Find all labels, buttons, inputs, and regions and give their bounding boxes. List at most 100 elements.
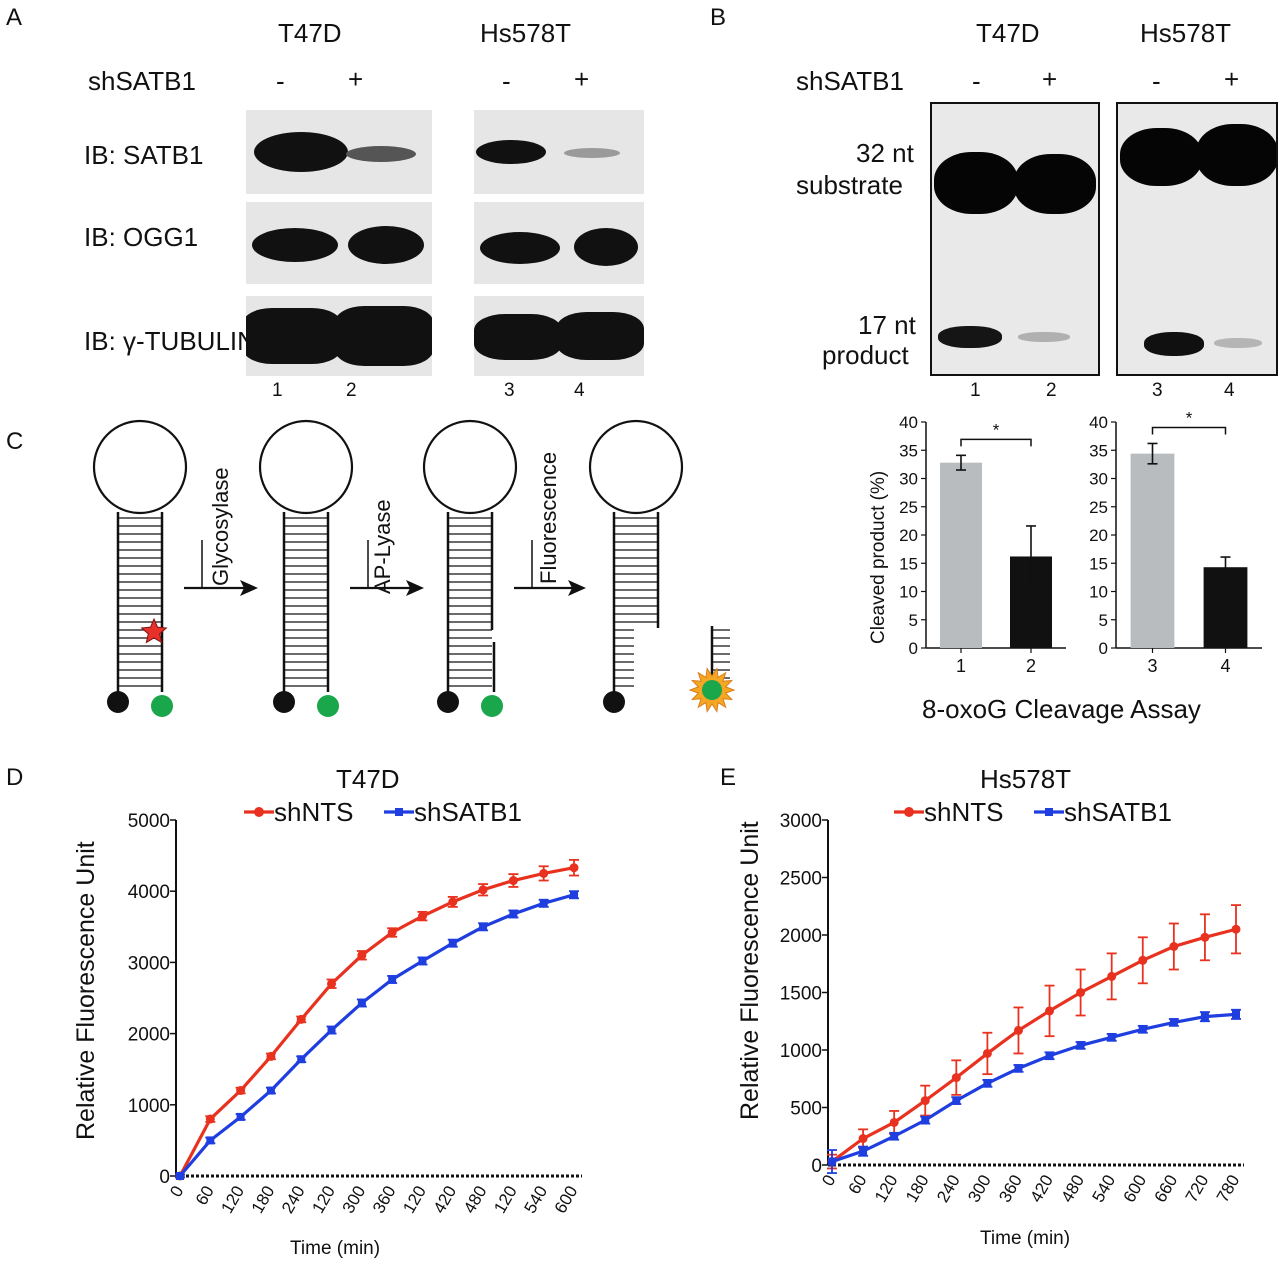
line-x-tick-label: 600	[551, 1183, 582, 1217]
hairpin-loop	[422, 419, 518, 515]
substrate-label-name: substrate	[796, 170, 903, 200]
series-point	[266, 1086, 275, 1095]
panel-c-letter: C	[6, 428, 24, 455]
line-x-tick-label: 120	[308, 1183, 339, 1217]
line-x-tick-label: 240	[933, 1172, 964, 1206]
series-point	[266, 1051, 276, 1061]
hairpin-loop	[92, 419, 188, 515]
line-chart-e: 0 500 1000 1500 2000 2500 3000 0 60 120 180 240 300 3…	[780, 807, 1244, 1206]
panel-e-letter: E	[720, 764, 737, 791]
series-point	[1138, 955, 1148, 965]
series-point	[1200, 1012, 1209, 1021]
series-point	[417, 911, 427, 921]
bar-y-tick-label: 0	[1099, 639, 1108, 658]
arrow-head	[568, 580, 586, 596]
bar-y-tick-label: 35	[899, 441, 918, 460]
bar-y-tick-label: 35	[1089, 441, 1108, 460]
series-point	[387, 927, 397, 937]
bar-y-tick-label: 0	[909, 639, 918, 658]
fluorescence-burst	[688, 667, 736, 713]
line-x-tick-label: 300	[339, 1183, 370, 1217]
line-y-tick-label: 5000	[128, 811, 170, 832]
fluorophore-dot	[317, 695, 339, 717]
panel-b-lane-4: 4	[1224, 380, 1235, 401]
panel-a-cellline-hs578t: Hs578T	[480, 18, 572, 48]
series-point	[1232, 1010, 1240, 1019]
arrow-head	[240, 580, 258, 596]
step-fluorescence: Fluorescence	[536, 451, 561, 584]
line-y-tick-label: 0	[811, 1156, 822, 1177]
chart-e-ylabel: Relative Fluorescence Unit	[736, 821, 764, 1120]
chart-e-title: Hs578T	[980, 764, 1072, 794]
series-point	[357, 998, 366, 1007]
series-point	[418, 956, 427, 965]
panel-b-lane-3: 3	[1152, 380, 1163, 401]
panel-a-letter: A	[6, 4, 23, 31]
line-x-tick-label: 360	[995, 1172, 1026, 1206]
fluorophore-dot	[481, 695, 503, 717]
series-line	[178, 893, 575, 1178]
panel-b-cellline-hs578t: Hs578T	[1140, 18, 1232, 48]
line-y-tick-label: 1500	[780, 984, 822, 1005]
panel-a-lane-2: 2	[346, 380, 357, 401]
series-point	[889, 1117, 899, 1127]
series-point	[1107, 971, 1117, 981]
series-point	[858, 1134, 868, 1144]
series-point	[175, 1171, 185, 1181]
series-point	[1200, 932, 1210, 942]
series-point	[1014, 1064, 1023, 1073]
legend-marker	[1045, 808, 1053, 816]
line-x-tick-label: 180	[902, 1172, 933, 1206]
line-x-tick-label: 600	[1120, 1172, 1151, 1206]
quencher-dot	[437, 691, 459, 713]
series-point	[327, 979, 337, 989]
panel-b-lane-2: 2	[1046, 380, 1057, 401]
series-point	[176, 1172, 184, 1180]
series-point	[570, 890, 578, 899]
panel-a-sign-2: +	[348, 64, 364, 94]
panel-b-lane-1: 1	[970, 380, 981, 401]
assay-diagram	[92, 419, 736, 717]
assay-title: 8-oxoG Cleavage Assay	[922, 694, 1201, 724]
line-y-tick-label: 1000	[780, 1041, 822, 1062]
series-point	[1169, 1018, 1178, 1027]
bar	[940, 462, 982, 648]
significance-star: *	[1186, 408, 1193, 427]
blot-ogg1-t47d	[246, 202, 432, 284]
panel-a-sign-4: +	[574, 64, 590, 94]
bar-y-tick-label: 30	[1089, 470, 1108, 489]
line-x-tick-label: 360	[369, 1183, 400, 1217]
released-fluorophore	[702, 680, 722, 700]
bar-y-tick-label: 10	[899, 583, 918, 602]
series-point	[1138, 1025, 1147, 1034]
line-x-tick-label: 720	[1182, 1172, 1213, 1206]
legend-d-shsatb1: shSATB1	[414, 797, 522, 827]
quencher-dot	[273, 691, 295, 713]
series-point	[1076, 988, 1086, 997]
substrate-label-size: 32 nt	[856, 138, 914, 168]
gel-t47d	[930, 102, 1100, 376]
series-line	[831, 927, 1237, 1163]
legend-d-shnts: shNTS	[274, 797, 354, 827]
series-point	[296, 1014, 306, 1024]
bar-y-tick-label: 25	[1089, 498, 1108, 517]
panel-b-shsatb1-label: shSATB1	[796, 66, 904, 96]
series-point	[236, 1086, 246, 1096]
panel-a-sign-1: -	[276, 66, 285, 96]
significance-bracket	[1151, 426, 1227, 435]
line-x-tick-label: 180	[248, 1183, 279, 1217]
line-x-tick-label: 420	[1026, 1172, 1057, 1206]
bar-y-tick-label: 10	[1089, 583, 1108, 602]
line-x-tick-label: 0	[166, 1183, 187, 1201]
panel-b-sign-4: +	[1224, 64, 1240, 94]
product-label-name: product	[822, 340, 909, 370]
step-glycosylase: Glycosylase	[208, 467, 233, 586]
line-y-tick-label: 2000	[128, 1025, 170, 1046]
blot-tubulin-t47d	[246, 296, 432, 376]
damage-star	[140, 617, 168, 644]
line-x-tick-label: 60	[192, 1183, 218, 1209]
series-point	[890, 1132, 899, 1141]
series-point	[921, 1116, 930, 1125]
series-point	[569, 863, 579, 873]
